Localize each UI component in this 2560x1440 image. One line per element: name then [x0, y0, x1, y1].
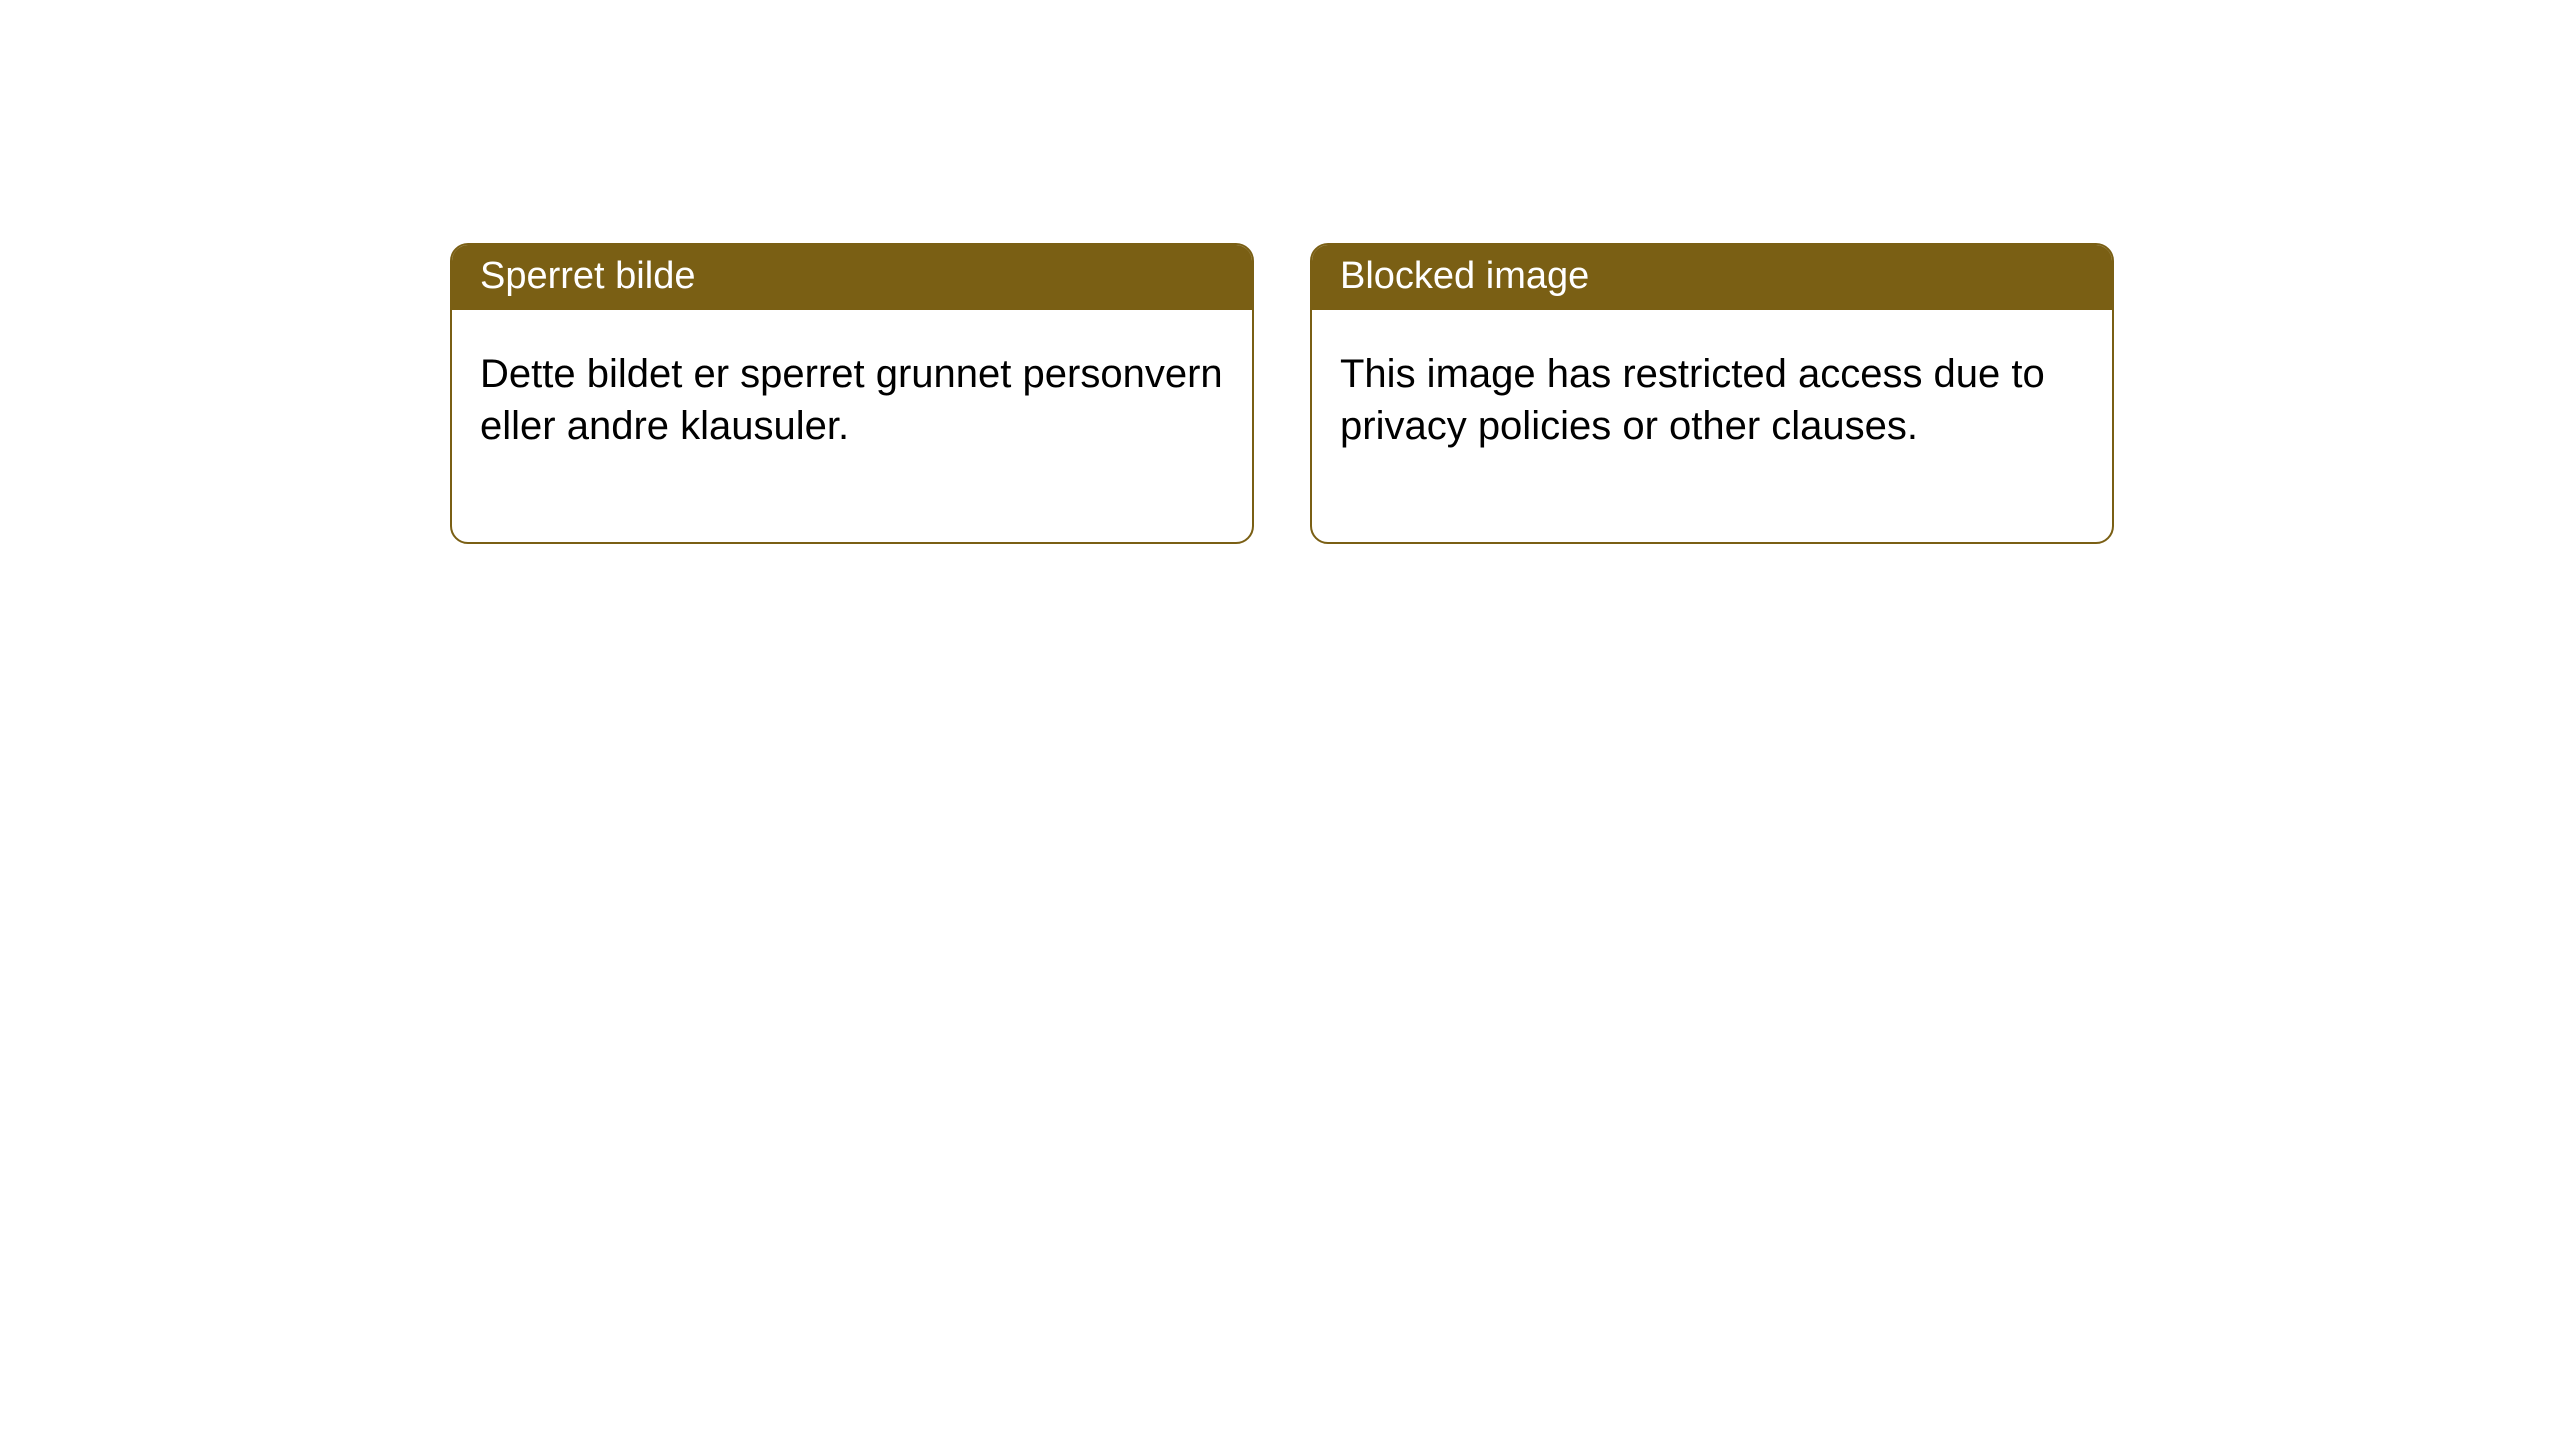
notice-card-title: Blocked image	[1312, 245, 2112, 310]
notice-card-title: Sperret bilde	[452, 245, 1252, 310]
notice-container: Sperret bilde Dette bildet er sperret gr…	[0, 0, 2560, 544]
notice-card-norwegian: Sperret bilde Dette bildet er sperret gr…	[450, 243, 1254, 544]
notice-card-body: Dette bildet er sperret grunnet personve…	[452, 310, 1252, 542]
notice-card-english: Blocked image This image has restricted …	[1310, 243, 2114, 544]
notice-card-body: This image has restricted access due to …	[1312, 310, 2112, 542]
